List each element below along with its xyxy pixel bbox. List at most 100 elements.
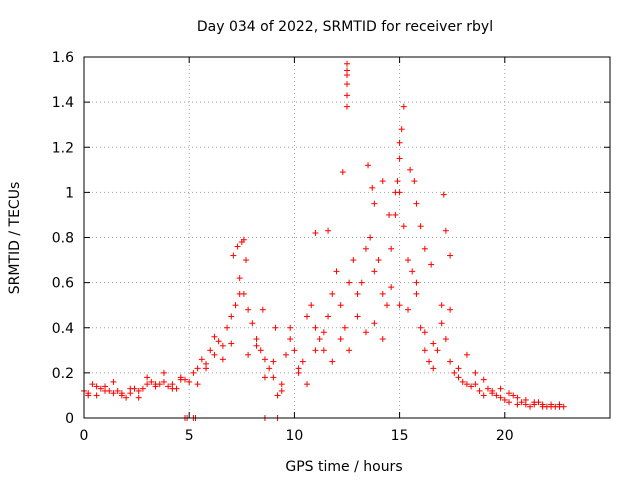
data-point — [287, 324, 294, 331]
y-tick-label: 0 — [65, 411, 74, 427]
data-point — [312, 229, 319, 236]
data-point — [539, 401, 546, 408]
data-point — [333, 268, 340, 275]
data-point — [114, 387, 121, 394]
data-point — [369, 184, 376, 191]
data-point — [426, 358, 433, 365]
data-point — [350, 257, 357, 264]
data-point — [434, 347, 441, 354]
data-point — [253, 342, 260, 349]
data-point — [274, 392, 281, 399]
data-point — [312, 347, 319, 354]
data-point — [510, 392, 517, 399]
data-point — [411, 178, 418, 185]
data-point — [118, 390, 125, 397]
data-point — [308, 302, 315, 309]
data-point — [97, 385, 104, 392]
data-point — [291, 347, 298, 354]
data-point — [455, 374, 462, 381]
data-point — [177, 376, 184, 383]
data-point — [447, 358, 454, 365]
data-point — [253, 336, 260, 343]
data-point — [329, 358, 336, 365]
data-point — [135, 387, 142, 394]
data-point — [207, 347, 214, 354]
data-point — [245, 306, 252, 313]
data-point — [135, 394, 142, 401]
data-point — [371, 268, 378, 275]
data-point — [215, 338, 222, 345]
data-point — [287, 336, 294, 343]
data-point — [413, 279, 420, 286]
data-point — [463, 381, 470, 388]
data-point — [160, 378, 167, 385]
data-point — [472, 369, 479, 376]
x-tick-label: 15 — [391, 428, 409, 444]
y-tick-label: 1.4 — [52, 95, 74, 111]
data-point — [337, 336, 344, 343]
data-point — [383, 302, 390, 309]
data-point — [282, 351, 289, 358]
data-point — [165, 383, 172, 390]
data-point — [123, 394, 130, 401]
data-point — [518, 399, 525, 406]
data-point — [447, 252, 454, 259]
data-point — [240, 236, 247, 243]
data-point — [392, 211, 399, 218]
data-point — [430, 365, 437, 372]
data-point — [442, 227, 449, 234]
data-point — [160, 369, 167, 376]
data-point — [346, 279, 353, 286]
data-point — [190, 369, 197, 376]
data-point — [261, 374, 268, 381]
data-point — [169, 385, 176, 392]
data-point — [148, 378, 155, 385]
data-point — [194, 365, 201, 372]
data-point — [468, 383, 475, 390]
data-point — [219, 356, 226, 363]
data-point — [388, 245, 395, 252]
data-point — [497, 385, 504, 392]
data-point — [514, 401, 521, 408]
y-tick-label: 1.2 — [52, 140, 74, 156]
data-point — [344, 103, 350, 110]
data-point — [211, 333, 218, 340]
data-point — [344, 81, 350, 88]
data-point — [320, 347, 327, 354]
x-tick-label: 10 — [285, 428, 303, 444]
data-point — [203, 365, 210, 372]
x-tick-label: 20 — [496, 428, 514, 444]
data-point — [325, 313, 332, 320]
data-point — [447, 306, 454, 313]
data-point — [312, 324, 319, 331]
data-point — [365, 162, 372, 169]
data-point — [249, 320, 256, 327]
data-point — [398, 126, 405, 133]
data-point — [230, 252, 237, 259]
data-point — [451, 369, 458, 376]
data-point — [236, 275, 243, 282]
y-tick-label: 0.4 — [52, 321, 74, 337]
chart-title: Day 034 of 2022, SRMTID for receiver rby… — [197, 19, 493, 35]
data-point — [506, 399, 513, 406]
data-point — [455, 365, 462, 372]
data-point — [379, 290, 386, 297]
data-point — [484, 385, 491, 392]
data-point — [480, 392, 487, 399]
data-point — [396, 139, 403, 146]
data-point — [257, 347, 264, 354]
data-point — [228, 340, 235, 347]
data-point — [379, 178, 386, 185]
data-point — [339, 169, 346, 176]
data-point — [442, 336, 449, 343]
data-point — [417, 223, 424, 230]
data-point — [354, 313, 361, 320]
y-tick-label: 0.6 — [52, 276, 74, 292]
data-point — [316, 336, 323, 343]
y-tick-label: 0.8 — [52, 231, 74, 247]
data-point — [440, 191, 447, 198]
y-tick-label: 1 — [65, 185, 74, 201]
data-point — [417, 324, 424, 331]
data-point — [278, 387, 285, 394]
data-point — [407, 166, 414, 173]
